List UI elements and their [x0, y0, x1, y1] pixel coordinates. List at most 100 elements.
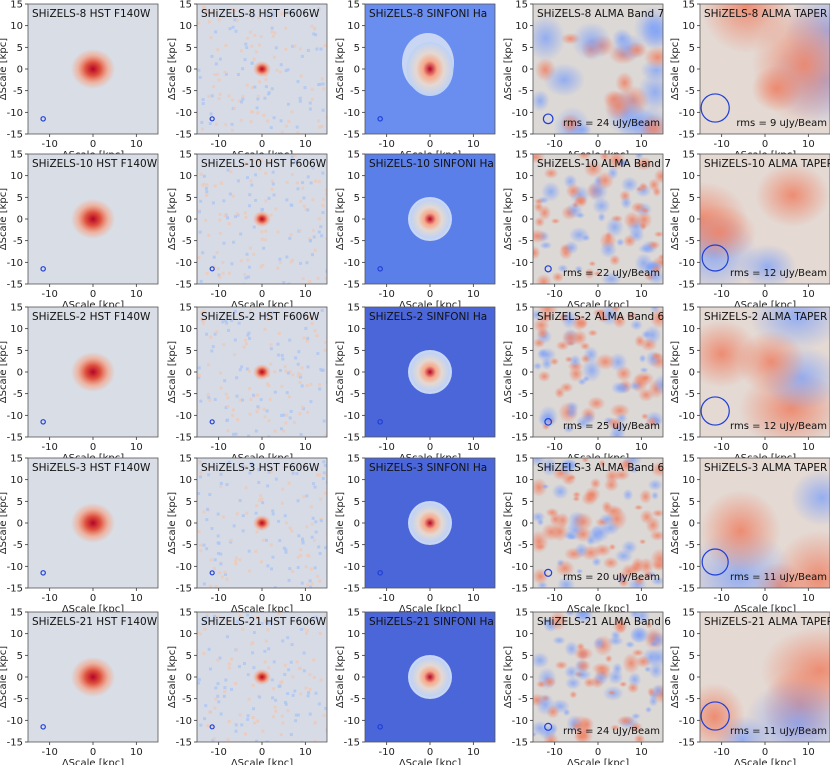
noise-pixel — [233, 353, 237, 357]
y-tick-label: -15 — [176, 584, 192, 595]
y-tick-label: -5 — [685, 236, 695, 247]
noise-pixel — [211, 201, 215, 205]
x-tick-label: 0 — [762, 593, 768, 604]
x-tick-label: 0 — [259, 442, 265, 453]
noise-structure — [755, 163, 830, 227]
noise-pixel — [197, 376, 201, 380]
noise-pixel — [308, 107, 312, 111]
beam-ellipse — [209, 724, 215, 730]
noise-pixel — [322, 471, 326, 475]
noise-pixel — [268, 397, 272, 401]
x-tick-label: -10 — [378, 747, 394, 758]
source-emission — [253, 515, 271, 531]
noise-pixel — [305, 631, 309, 635]
y-tick-label: -15 — [679, 280, 695, 291]
noise-structure — [550, 218, 561, 225]
y-axis-label: ΔScale [kpc] — [167, 188, 178, 250]
noise-pixel — [325, 728, 327, 732]
noise-pixel — [246, 613, 250, 617]
noise-pixel — [246, 275, 250, 279]
noise-pixel — [207, 233, 211, 237]
noise-pixel — [205, 615, 209, 619]
y-tick-label: -15 — [176, 433, 192, 444]
noise-pixel — [197, 256, 201, 260]
noise-pixel — [225, 418, 229, 422]
noise-pixel — [264, 740, 268, 742]
panel-1-5: SHiZELS-8 ALMA TAPER rms = 9 uJy/Beam -10 0… — [670, 0, 830, 161]
x-tick-label: 10 — [802, 442, 815, 453]
noise-pixel — [199, 399, 203, 403]
noise-pixel — [295, 660, 299, 664]
y-tick-label: -10 — [344, 562, 360, 573]
noise-pixel — [198, 230, 202, 234]
noise-pixel — [206, 392, 210, 396]
noise-structure — [537, 307, 558, 318]
y-tick-label: -15 — [512, 738, 528, 749]
noise-pixel — [212, 10, 216, 14]
y-tick-label: 5 — [522, 346, 528, 357]
noise-pixel — [247, 697, 251, 701]
noise-pixel — [308, 101, 312, 105]
noise-structure — [584, 267, 595, 280]
y-axis-label: ΔScale [kpc] — [0, 492, 9, 554]
x-tick-label: 10 — [635, 442, 648, 453]
noise-pixel — [260, 497, 264, 501]
noise-pixel — [267, 91, 271, 95]
noise-pixel — [291, 569, 295, 573]
noise-pixel — [218, 275, 222, 279]
noise-pixel — [270, 87, 274, 91]
noise-pixel — [200, 120, 204, 124]
noise-pixel — [260, 208, 264, 212]
x-tick-label: 0 — [427, 289, 433, 300]
y-tick-label: 0 — [689, 368, 695, 379]
noise-pixel — [297, 350, 301, 354]
noise-pixel — [271, 170, 275, 174]
noise-pixel — [296, 555, 300, 559]
noise-pixel — [208, 398, 212, 402]
noise-pixel — [305, 494, 309, 498]
noise-structure — [582, 412, 596, 425]
noise-pixel — [314, 530, 318, 534]
noise-pixel — [250, 642, 254, 646]
noise-pixel — [212, 265, 216, 269]
noise-pixel — [274, 207, 278, 211]
y-tick-label: 10 — [179, 475, 192, 486]
noise-pixel — [320, 77, 324, 81]
panel-5-1: SHiZELS-21 HST F140W -10 0 10 -15 -10 -5 0 5 10 15… — [0, 608, 159, 765]
x-tick-label: 0 — [762, 442, 768, 453]
y-tick-label: -5 — [182, 86, 192, 97]
noise-pixel — [216, 694, 220, 698]
y-tick-label: 5 — [689, 193, 695, 204]
noise-pixel — [290, 173, 294, 177]
noise-pixel — [197, 21, 201, 25]
noise-pixel — [205, 271, 209, 275]
x-tick-label: 10 — [635, 593, 648, 604]
noise-pixel — [243, 211, 247, 215]
noise-pixel — [267, 647, 271, 651]
y-tick-label: 15 — [682, 303, 695, 314]
panel-5-2: SHiZELS-21 HST F606W -10 0 10 -15 -10 -5 0 5 10 15… — [167, 608, 328, 765]
noise-pixel — [279, 427, 283, 431]
noise-structure — [559, 382, 574, 393]
y-tick-label: -10 — [7, 411, 23, 422]
y-tick-label: -10 — [512, 411, 528, 422]
noise-pixel — [271, 311, 275, 315]
x-tick-label: -10 — [378, 442, 394, 453]
y-tick-label: 0 — [17, 673, 23, 684]
noise-structure — [576, 568, 584, 574]
noise-structure — [565, 183, 582, 199]
noise-pixel — [322, 460, 326, 464]
noise-pixel — [284, 26, 288, 30]
noise-structure — [563, 424, 575, 434]
noise-pixel — [205, 332, 209, 336]
noise-pixel — [221, 14, 225, 18]
noise-pixel — [275, 68, 279, 72]
panel-title: SHiZELS-8 ALMA Band 7 — [537, 8, 664, 20]
x-tick-label: 0 — [90, 593, 96, 604]
noise-pixel — [227, 328, 231, 332]
noise-structure — [612, 28, 633, 49]
noise-pixel — [252, 666, 256, 670]
noise-pixel — [203, 627, 207, 631]
noise-pixel — [297, 667, 301, 671]
y-tick-label: 5 — [689, 346, 695, 357]
